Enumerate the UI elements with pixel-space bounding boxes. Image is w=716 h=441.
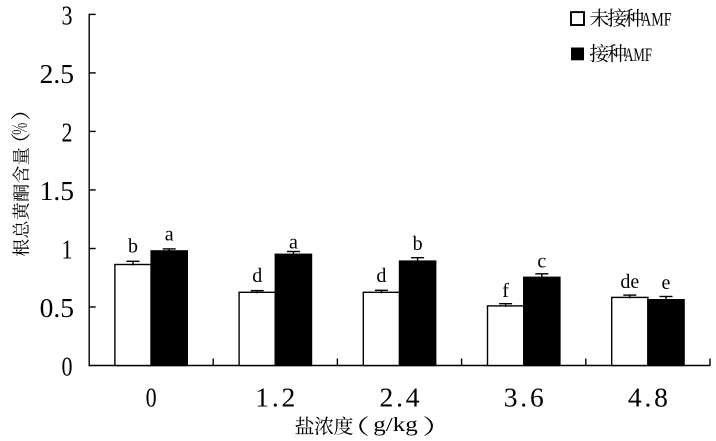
svg-text:2.4: 2.4 [380,382,420,413]
svg-text:0: 0 [62,350,73,381]
svg-text:4.8: 4.8 [628,382,668,413]
svg-text:b: b [413,233,423,255]
svg-text:d: d [252,265,262,287]
svg-text:0.5: 0.5 [40,292,74,323]
svg-text:AMF: AMF [641,10,672,31]
svg-text:AMF: AMF [624,45,652,66]
svg-text:a: a [289,232,298,254]
svg-text:a: a [165,223,174,245]
svg-text:e: e [662,272,671,294]
svg-text:3.6: 3.6 [504,382,544,413]
svg-text:2: 2 [62,116,73,147]
svg-text:1.5: 1.5 [40,175,74,206]
svg-text:2.5: 2.5 [40,58,74,89]
svg-text:1: 1 [62,233,73,264]
svg-text:g/kg: g/kg [373,414,417,436]
svg-text:f: f [502,280,509,302]
svg-text:1.2: 1.2 [255,382,295,413]
svg-text:b: b [128,235,138,257]
svg-text:0: 0 [146,382,157,413]
svg-text:3: 3 [62,0,73,30]
svg-text:c: c [537,251,546,273]
svg-text:d: d [376,265,386,287]
svg-text:de: de [620,271,639,293]
